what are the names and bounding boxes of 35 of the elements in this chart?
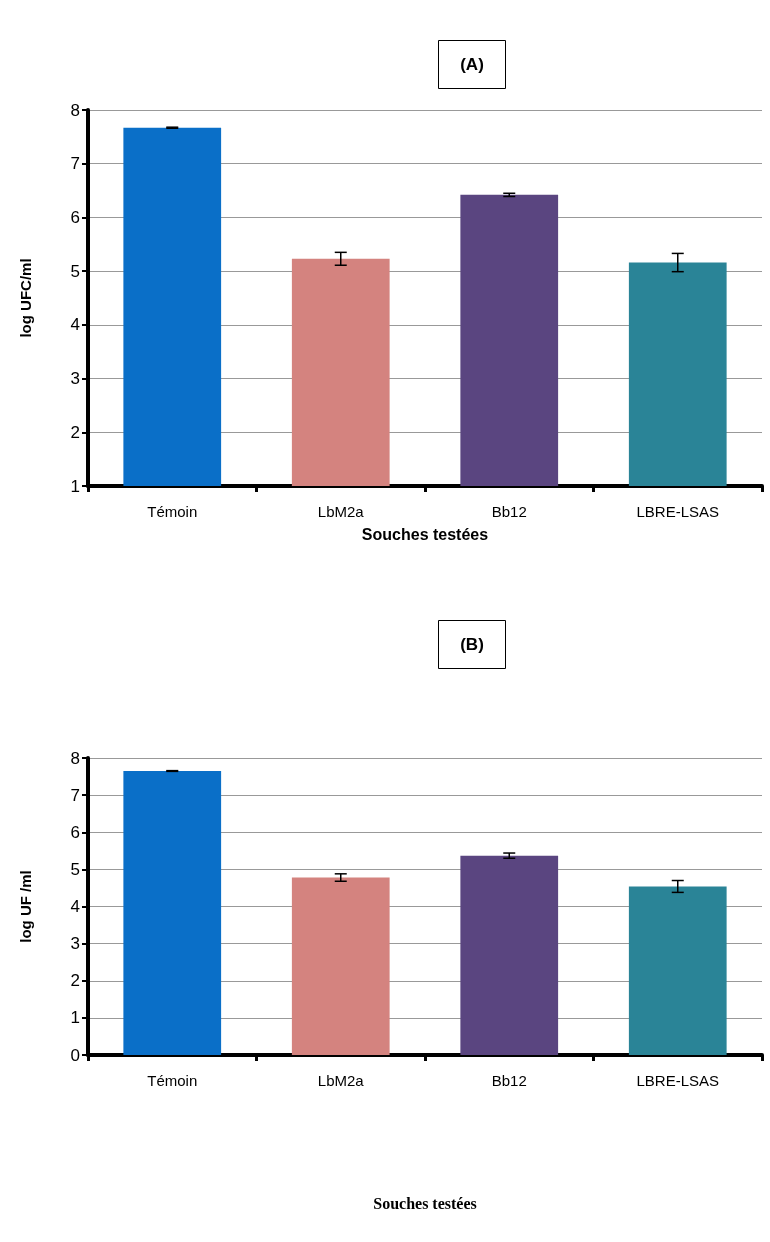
bar — [460, 855, 559, 1055]
x-tick-label: Bb12 — [491, 1072, 527, 1089]
y-tick-label: 3 — [70, 369, 80, 389]
y-tick-label: 6 — [70, 207, 80, 227]
y-tick-label: 1 — [70, 1008, 80, 1028]
bar — [628, 886, 727, 1055]
y-tick-label: 8 — [70, 100, 80, 120]
y-tick-label: 5 — [70, 261, 80, 281]
x-tick-label: Témoin — [147, 1072, 198, 1089]
x-axis-title: Souches testées — [373, 1194, 477, 1212]
y-tick-label: 7 — [70, 154, 80, 174]
y-tick-label: 1 — [70, 476, 80, 496]
bar — [123, 770, 222, 1055]
y-axis-title: log UFC/ml — [17, 258, 34, 338]
y-tick-label: 0 — [70, 1045, 80, 1065]
y-tick-label: 8 — [70, 748, 80, 768]
y-tick-label: 4 — [70, 897, 80, 916]
y-tick-label: 2 — [70, 971, 80, 991]
x-tick-label: Témoin — [147, 503, 198, 520]
chart-title: (B) — [460, 635, 484, 654]
y-tick-label: 4 — [70, 315, 80, 335]
x-tick-label: LBRE-LSAS — [636, 1072, 720, 1089]
y-axis-title: log UF /ml — [17, 870, 34, 943]
y-tick-label: 3 — [70, 934, 80, 954]
x-tick-label: LbM2a — [317, 1072, 365, 1089]
x-tick-label: LbM2a — [317, 503, 365, 520]
y-tick-label: 5 — [70, 859, 80, 879]
y-tick-label: 6 — [70, 822, 80, 842]
x-axis-title: Souches testées — [361, 525, 489, 543]
x-tick-label: Bb12 — [491, 503, 527, 520]
y-tick-label: 7 — [70, 785, 80, 805]
y-tick-label: 2 — [70, 422, 80, 442]
chart-title: (A) — [460, 55, 484, 74]
x-tick-label: LBRE-LSAS — [636, 503, 720, 520]
bar — [291, 877, 390, 1055]
